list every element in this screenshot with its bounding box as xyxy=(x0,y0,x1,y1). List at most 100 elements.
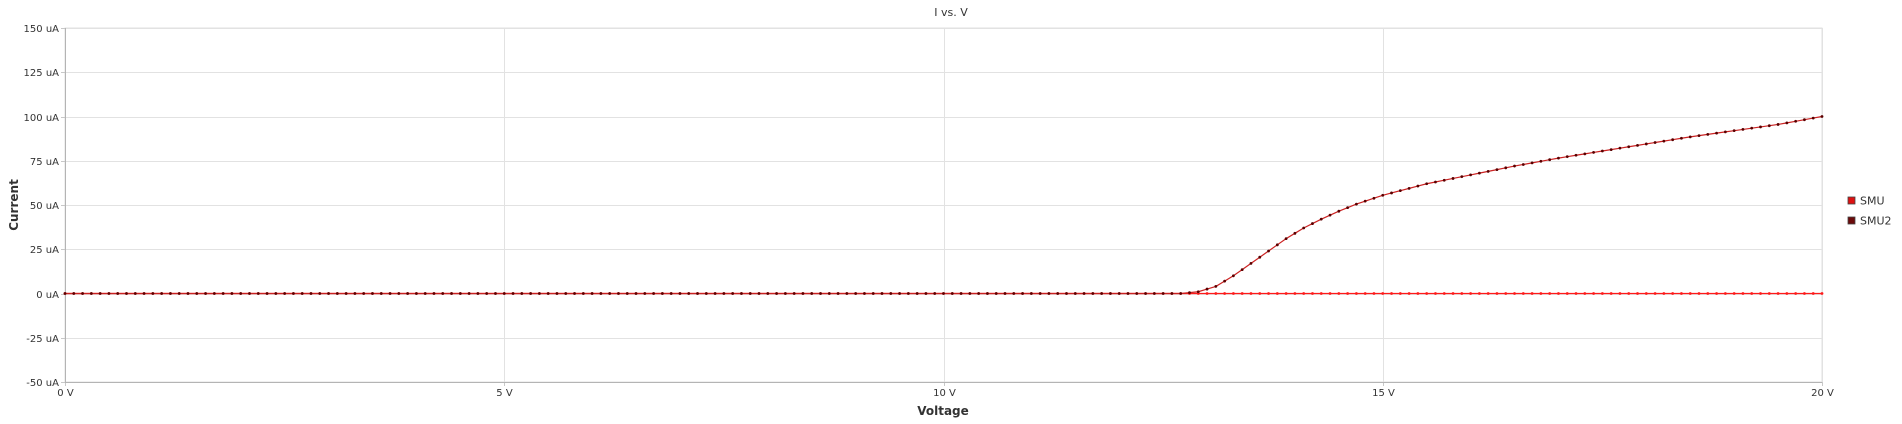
data-point xyxy=(1249,262,1253,265)
data-point xyxy=(1451,177,1455,180)
data-point xyxy=(1416,292,1420,295)
data-point xyxy=(669,292,673,295)
data-point xyxy=(1073,292,1077,295)
data-point xyxy=(1521,163,1525,166)
data-point xyxy=(1600,292,1604,295)
data-point xyxy=(1328,213,1332,217)
data-point xyxy=(1811,292,1815,295)
data-point xyxy=(1767,292,1771,295)
data-point xyxy=(634,292,638,295)
data-point xyxy=(494,292,497,295)
data-point xyxy=(1697,292,1701,295)
data-point xyxy=(643,292,647,295)
data-point xyxy=(1293,231,1297,235)
data-point xyxy=(1381,193,1385,197)
data-point xyxy=(1530,161,1534,165)
data-point xyxy=(731,292,735,295)
data-point xyxy=(1223,279,1227,283)
data-point xyxy=(1794,119,1798,123)
data-point xyxy=(1398,189,1402,193)
data-point xyxy=(1240,268,1244,272)
chart-title: I vs. V xyxy=(934,6,968,19)
data-point xyxy=(1513,164,1516,168)
data-point xyxy=(1644,292,1648,295)
data-point xyxy=(1205,292,1209,295)
data-point xyxy=(1249,292,1253,295)
data-point xyxy=(1644,142,1648,146)
data-point xyxy=(511,292,515,295)
data-point xyxy=(1038,292,1042,295)
data-point xyxy=(1319,217,1323,221)
data-point xyxy=(1284,292,1288,295)
data-point xyxy=(529,292,533,295)
data-point xyxy=(1688,292,1692,295)
data-point xyxy=(942,292,945,295)
data-point xyxy=(1627,292,1631,295)
data-point xyxy=(1759,292,1762,295)
data-point xyxy=(748,292,752,295)
data-point xyxy=(1785,292,1789,295)
data-point xyxy=(1267,292,1270,295)
data-point xyxy=(1240,292,1244,295)
data-point xyxy=(722,292,726,295)
data-point xyxy=(1337,292,1341,295)
data-point xyxy=(1047,292,1051,295)
data-point xyxy=(1390,292,1393,295)
data-point xyxy=(810,292,814,295)
data-point xyxy=(1820,115,1824,118)
data-point xyxy=(1688,135,1692,139)
data-point xyxy=(1803,292,1806,295)
data-point xyxy=(458,292,462,295)
data-point xyxy=(819,292,822,295)
data-point xyxy=(986,292,989,295)
data-point xyxy=(555,292,559,295)
data-point xyxy=(537,292,541,295)
data-point xyxy=(274,292,278,295)
data-point xyxy=(116,292,120,295)
data-point xyxy=(221,292,225,295)
data-point xyxy=(1293,292,1297,295)
data-point xyxy=(766,292,770,295)
data-point xyxy=(1706,292,1710,295)
data-point xyxy=(1715,131,1718,135)
data-point xyxy=(863,292,866,295)
data-point xyxy=(125,292,128,295)
data-point xyxy=(1671,138,1675,142)
data-point xyxy=(1232,292,1235,295)
data-point xyxy=(397,292,401,295)
data-point xyxy=(933,292,937,295)
series-smu2 xyxy=(63,115,1824,295)
data-point xyxy=(98,292,102,295)
data-point xyxy=(1618,292,1622,295)
data-point xyxy=(871,292,875,295)
data-point xyxy=(1495,292,1499,295)
data-point xyxy=(1355,292,1358,295)
data-point xyxy=(1477,171,1481,175)
y-tick-label: 0 uA xyxy=(36,290,59,301)
data-point xyxy=(1609,292,1613,295)
data-point xyxy=(1275,292,1279,295)
data-point xyxy=(1029,292,1033,295)
data-point xyxy=(1311,222,1314,225)
legend: SMU SMU2 xyxy=(1847,195,1892,228)
data-point xyxy=(371,292,374,295)
data-point xyxy=(344,292,348,295)
data-point xyxy=(476,292,480,295)
data-point xyxy=(1680,292,1683,295)
data-point xyxy=(335,292,339,295)
data-point xyxy=(827,292,831,295)
data-point xyxy=(959,292,963,295)
plot-area xyxy=(63,115,1824,295)
data-point xyxy=(1346,206,1350,210)
data-point xyxy=(1161,292,1165,295)
data-point xyxy=(1302,292,1306,295)
data-point xyxy=(1232,274,1235,278)
data-point xyxy=(432,292,436,295)
data-point xyxy=(388,292,392,295)
data-point xyxy=(573,292,576,295)
data-point xyxy=(265,292,269,295)
y-tick-label: 75 uA xyxy=(30,157,59,168)
data-point xyxy=(292,292,295,295)
